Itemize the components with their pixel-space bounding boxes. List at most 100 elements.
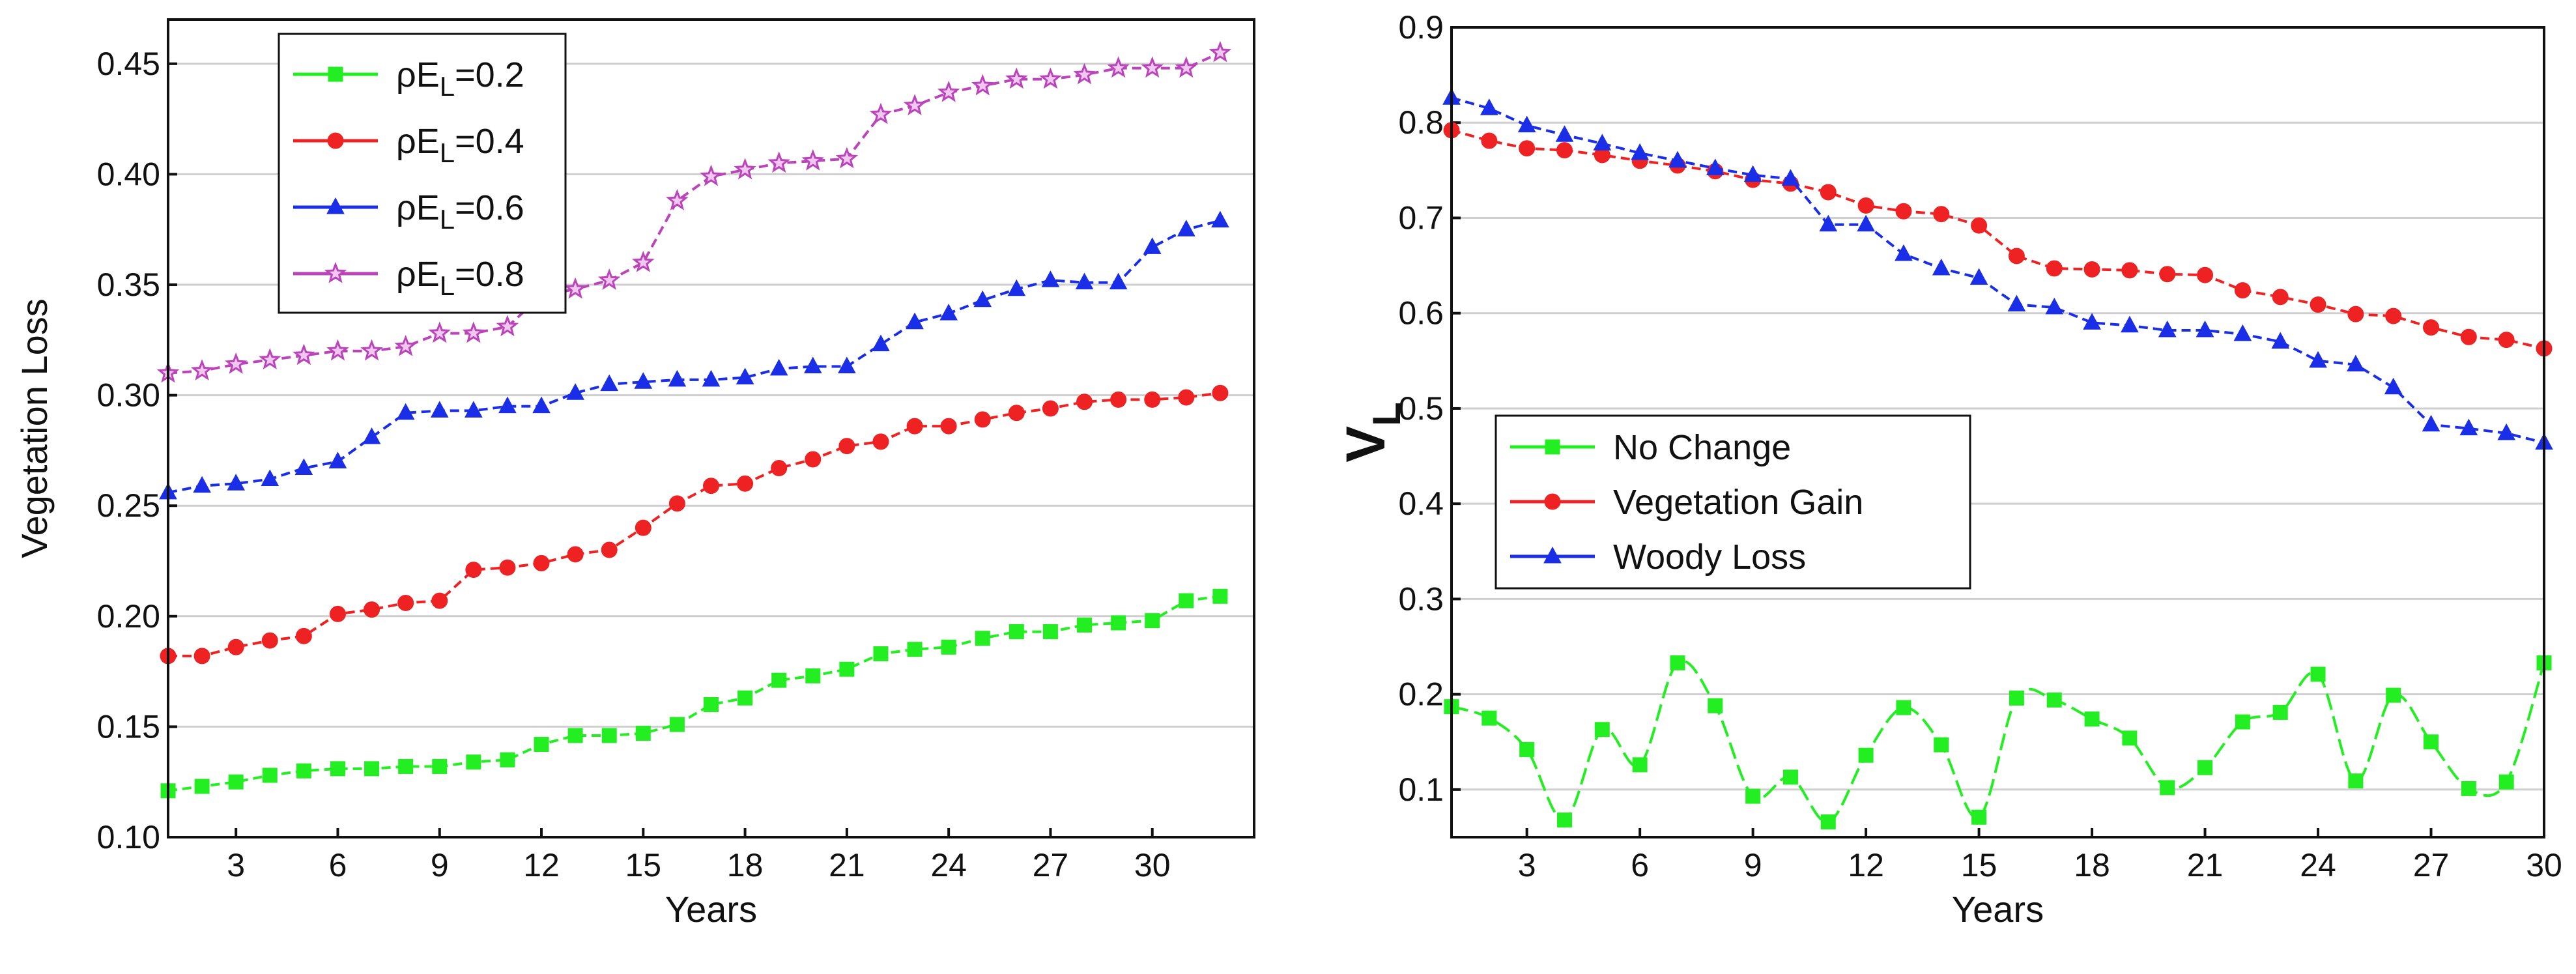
- data-point: [1631, 143, 1649, 160]
- legend-item: Vegetation Gain: [1510, 483, 1863, 522]
- data-point: [532, 396, 551, 414]
- data-point: [1555, 125, 1574, 142]
- x-tick-label: 27: [1033, 847, 1069, 883]
- data-point: [803, 356, 822, 374]
- legend-label: No Change: [1613, 428, 1791, 467]
- data-point: [567, 546, 584, 563]
- data-point: [703, 478, 719, 494]
- y-tick-label: 0.20: [97, 598, 160, 635]
- series-line: [1451, 96, 2545, 444]
- data-point: [2234, 282, 2251, 299]
- data-point: [2045, 297, 2064, 315]
- data-point: [1175, 56, 1198, 78]
- x-tick-label: 15: [625, 847, 662, 883]
- legend-label-value: =0.8: [455, 255, 524, 294]
- legend-box: [278, 33, 567, 314]
- data-point: [601, 541, 618, 558]
- x-tick-label: 24: [930, 847, 967, 883]
- data-point: [1076, 394, 1093, 410]
- data-point: [1969, 268, 1988, 285]
- data-point: [362, 427, 381, 444]
- data-point: [499, 559, 516, 576]
- data-point: [2009, 690, 2024, 706]
- y-axis-title-sub: L: [1365, 402, 1409, 426]
- data-point: [771, 460, 788, 477]
- data-point: [767, 151, 790, 173]
- x-tick-label: 15: [1961, 847, 1997, 883]
- data-point: [1519, 140, 1536, 157]
- chart-vegetation-loss: 0.10 0.15 0.20 0.25 0.30 0.35 0.40 0.45 3 6 9 12 15 1…: [14, 18, 1255, 930]
- data-point: [668, 369, 687, 387]
- data-point: [1005, 67, 1028, 89]
- data-point: [193, 476, 211, 493]
- data-point: [873, 646, 889, 661]
- data-point: [839, 661, 855, 677]
- x-axis-title: Years: [665, 889, 757, 930]
- data-point: [330, 761, 345, 777]
- data-point: [872, 433, 889, 450]
- data-point: [2272, 704, 2288, 720]
- x-tick-label: 9: [1744, 847, 1762, 883]
- y-tick-label: 0.5: [1398, 390, 1444, 427]
- data-point: [1212, 384, 1229, 401]
- legend-label-main: Woody Loss: [1613, 537, 1806, 577]
- data-point: [737, 690, 753, 706]
- data-point: [1111, 615, 1126, 631]
- data-point: [1145, 613, 1160, 629]
- legend-label-sub: L: [440, 204, 455, 235]
- data-point: [973, 290, 992, 308]
- data-point: [398, 758, 414, 774]
- legend-label-main: No Change: [1613, 428, 1791, 467]
- data-point: [1109, 272, 1128, 290]
- data-point: [227, 474, 246, 491]
- data-point: [2459, 418, 2478, 436]
- data-point: [2460, 328, 2477, 345]
- legend-label-value: =0.4: [455, 122, 524, 161]
- data-point: [906, 418, 923, 435]
- data-point: [498, 396, 517, 414]
- data-point: [364, 601, 380, 618]
- data-point: [1077, 617, 1093, 633]
- data-point: [771, 672, 787, 688]
- data-point: [1932, 258, 1951, 276]
- legend-item: Woody Loss: [1510, 537, 1806, 577]
- data-point: [261, 469, 279, 487]
- data-point: [2196, 320, 2214, 337]
- data-point: [194, 779, 210, 794]
- data-point: [1668, 150, 1687, 168]
- y-tick-label: 0.35: [97, 266, 160, 303]
- data-point: [296, 763, 311, 779]
- data-point: [1143, 237, 1162, 254]
- data-point: [805, 451, 822, 468]
- data-point: [1517, 115, 1536, 133]
- data-point: [1008, 405, 1025, 422]
- series-line: [1451, 659, 2545, 824]
- data-point: [1007, 279, 1026, 296]
- data-point: [702, 369, 721, 387]
- series-woody-loss: [1442, 88, 2553, 450]
- data-point: [1211, 210, 1229, 228]
- data-point: [2083, 261, 2100, 278]
- data-point: [1670, 655, 1685, 670]
- data-point: [1178, 389, 1195, 406]
- data-point: [1594, 722, 1610, 738]
- data-point: [666, 188, 689, 210]
- data-point: [838, 438, 855, 455]
- data-point: [1593, 134, 1612, 150]
- data-point: [564, 277, 587, 299]
- data-point: [533, 554, 550, 571]
- data-point: [2007, 294, 2026, 312]
- legend-label: ρEL=0.2: [396, 55, 524, 102]
- data-point: [293, 343, 315, 365]
- data-point: [2309, 351, 2327, 368]
- legend-marker: [1543, 546, 1562, 564]
- legend-marker: [1544, 493, 1561, 510]
- data-point: [835, 147, 859, 169]
- x-tick-label: 30: [2526, 847, 2562, 883]
- y-tick-label: 0.10: [97, 819, 160, 855]
- legend-label-sub: L: [440, 71, 455, 102]
- x-tick-label: 12: [1848, 847, 1884, 883]
- data-point: [2498, 332, 2515, 349]
- data-point: [190, 359, 214, 380]
